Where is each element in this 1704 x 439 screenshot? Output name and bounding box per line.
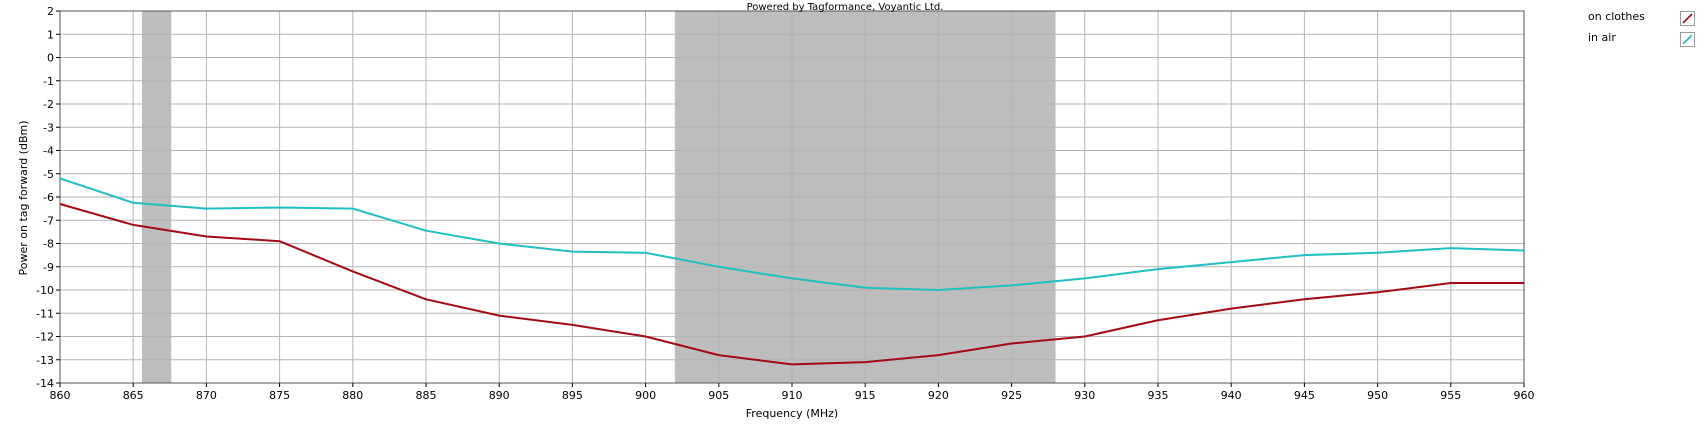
x-tick-label: 910	[782, 389, 803, 402]
y-tick-label: -12	[36, 331, 54, 344]
x-tick-label: 875	[269, 389, 290, 402]
legend-item-in-air[interactable]: in air	[1588, 29, 1696, 50]
x-tick-label: 900	[635, 389, 656, 402]
y-tick-label: 2	[47, 5, 54, 18]
y-tick-label: -7	[43, 214, 54, 227]
x-tick-label: 895	[562, 389, 583, 402]
x-tick-label: 955	[1440, 389, 1461, 402]
x-tick-label: 950	[1367, 389, 1388, 402]
x-tick-label: 860	[50, 389, 71, 402]
line-swatch-icon	[1680, 11, 1695, 26]
x-tick-label: 865	[123, 389, 144, 402]
y-tick-label: -14	[36, 377, 54, 390]
legend-label: on clothes	[1588, 10, 1645, 23]
x-tick-label: 905	[708, 389, 729, 402]
x-tick-label: 885	[416, 389, 437, 402]
x-tick-label: 890	[489, 389, 510, 402]
line-swatch-icon	[1680, 32, 1695, 47]
y-tick-label: -1	[43, 75, 54, 88]
y-tick-label: -13	[36, 354, 54, 367]
legend-label: in air	[1588, 31, 1616, 44]
y-tick-label: 0	[47, 52, 54, 65]
x-tick-label: 935	[1148, 389, 1169, 402]
y-tick-label: -9	[43, 261, 54, 274]
x-tick-label: 870	[196, 389, 217, 402]
y-tick-label: -11	[36, 307, 54, 320]
series-line-in-air	[59, 177, 1525, 291]
x-tick-label: 930	[1074, 389, 1095, 402]
legend-item-on-clothes[interactable]: on clothes	[1588, 8, 1696, 29]
x-tick-label: 940	[1221, 389, 1242, 402]
y-tick-label: -3	[43, 121, 54, 134]
y-tick-label: -8	[43, 238, 54, 251]
y-tick-label: -4	[43, 145, 54, 158]
x-tick-label: 960	[1514, 389, 1535, 402]
y-tick-label: -6	[43, 191, 54, 204]
x-axis-label: Frequency (MHz)	[746, 407, 838, 420]
legend: on clothes in air	[1588, 8, 1696, 50]
x-tick-label: 915	[855, 389, 876, 402]
y-tick-label: -2	[43, 98, 54, 111]
x-tick-label: 945	[1294, 389, 1315, 402]
y-tick-label: 1	[47, 28, 54, 41]
x-tick-label: 920	[928, 389, 949, 402]
x-tick-label: 880	[342, 389, 363, 402]
series-line-on-clothes	[59, 203, 1524, 366]
x-tick-label: 925	[1001, 389, 1022, 402]
y-tick-label: -5	[43, 168, 54, 181]
y-axis-label: Power on tag forward (dBm)	[17, 121, 30, 276]
y-tick-label: -10	[36, 284, 54, 297]
chart-title: Powered by Tagformance, Voyantic Ltd.	[747, 2, 944, 13]
